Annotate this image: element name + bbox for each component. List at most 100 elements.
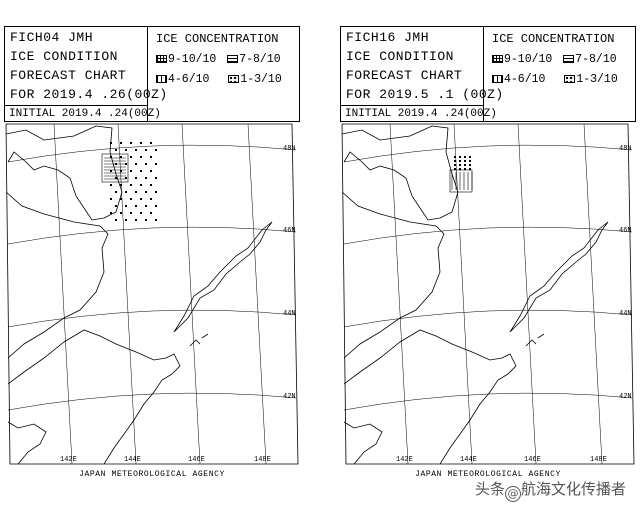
ice-dot: [125, 163, 127, 165]
ice-dot: [140, 212, 142, 214]
ice-dot: [459, 168, 461, 170]
longitude-line: [453, 123, 473, 465]
agency-label: JAPAN METEOROLOGICAL AGENCY: [79, 470, 225, 479]
map-frame: [341, 123, 635, 465]
watermark: 头条 @ 航海文化传播者: [474, 480, 626, 502]
ice-dot: [135, 205, 137, 207]
ice-dot: [464, 160, 466, 162]
longitude-line: [583, 123, 603, 465]
ice-dot: [459, 160, 461, 162]
longitude-label: 148E: [590, 456, 607, 464]
ice-dot: [454, 164, 456, 166]
ice-dot: [115, 219, 117, 221]
ice-dot: [150, 156, 152, 158]
chart-code: FICH04 JMH: [10, 30, 94, 45]
legend-row: 9-10/10 7-8/10: [156, 53, 285, 66]
longitude-label: 148E: [254, 456, 271, 464]
latitude-line: [343, 144, 633, 163]
horizontal-lines-pattern-icon: [563, 55, 575, 63]
latitude-label: 46N: [619, 227, 632, 235]
legend-item: 1-3/10: [564, 73, 618, 86]
dots-pattern-icon: [564, 75, 576, 83]
legend-item: 4-6/10: [492, 73, 545, 86]
vertical-lines-pattern-icon: [492, 75, 503, 83]
ice-dot: [145, 149, 147, 151]
latitude-label: 44N: [283, 310, 296, 318]
ice-dot: [115, 163, 117, 165]
ice-dot: [120, 170, 122, 172]
ice-dot: [130, 212, 132, 214]
latitude-line: [343, 226, 633, 245]
ice-dot: [130, 184, 132, 186]
coastline-islets: [189, 333, 209, 347]
grid-pattern-icon: [156, 55, 167, 63]
legend-item: 9-10/10: [156, 53, 216, 66]
horizontal-lines-pattern-icon: [227, 55, 239, 63]
chart-title-block: FICH16 JMH ICE CONDITION FORECAST CHART …: [341, 27, 503, 122]
longitude-line: [389, 123, 409, 465]
ice-area-outline: [449, 169, 473, 193]
coastline-islets: [525, 333, 545, 347]
legend-item: 1-3/10: [228, 73, 282, 86]
ice-dot: [125, 149, 127, 151]
chart-title-line1: ICE CONDITION: [10, 49, 118, 64]
legend-row: 9-10/10 7-8/10: [492, 53, 621, 66]
ice-dot: [469, 164, 471, 166]
map-frame: [5, 123, 299, 465]
coastline-sakhalin: [341, 125, 459, 359]
legend-title: ICE CONCENTRATION: [156, 32, 279, 46]
ice-dot: [135, 163, 137, 165]
vertical-lines-pattern-icon: [156, 75, 167, 83]
longitude-line: [53, 123, 73, 465]
ice-dot: [135, 191, 137, 193]
longitude-label: 146E: [524, 456, 541, 464]
latitude-label: 48N: [619, 145, 632, 153]
ice-dot: [150, 170, 152, 172]
ice-dot: [135, 177, 137, 179]
forecast-date: FOR 2019.5 .1 (00Z): [346, 87, 504, 102]
ice-dot: [110, 142, 112, 144]
initial-date: INITIAL 2019.4 .24(00Z): [5, 105, 161, 122]
ice-dot: [125, 191, 127, 193]
latitude-label: 44N: [619, 310, 632, 318]
ice-dot: [464, 164, 466, 166]
ice-dot: [150, 142, 152, 144]
dots-pattern-icon: [228, 75, 240, 83]
ice-dot: [459, 156, 461, 158]
longitude-label: 142E: [396, 456, 413, 464]
ice-dot: [454, 168, 456, 170]
ice-dot: [454, 156, 456, 158]
ice-dot: [120, 142, 122, 144]
ice-dot: [110, 184, 112, 186]
ice-dot: [125, 219, 127, 221]
legend: ICE CONCENTRATION 9-10/10 7-8/10 4-6/10 …: [148, 27, 299, 122]
ice-dot: [459, 164, 461, 166]
ice-dot: [115, 205, 117, 207]
ice-dot: [150, 184, 152, 186]
ice-dot: [140, 142, 142, 144]
latitude-label: 42N: [283, 393, 296, 401]
chart-title-line2: FORECAST CHART: [10, 68, 127, 83]
ice-dot: [145, 177, 147, 179]
ice-dot: [130, 198, 132, 200]
ice-dot: [135, 219, 137, 221]
latitude-line: [7, 309, 297, 328]
ice-dot: [110, 156, 112, 158]
coastline-sakhalin: [5, 125, 123, 359]
coastline-hokkaido: [343, 329, 517, 465]
legend-item: 7-8/10: [563, 53, 617, 66]
longitude-label: 144E: [124, 456, 141, 464]
ice-dot: [110, 170, 112, 172]
longitude-line: [247, 123, 267, 465]
ice-dot: [150, 198, 152, 200]
ice-map: 48N 46N 44N 42N 142E 144E 146E 148E: [4, 122, 300, 468]
ice-dot: [120, 212, 122, 214]
ice-dot: [155, 205, 157, 207]
chart-header: FICH16 JMH ICE CONDITION FORECAST CHART …: [340, 26, 636, 122]
ice-dot: [145, 163, 147, 165]
latitude-line: [7, 392, 297, 411]
ice-dot: [469, 168, 471, 170]
latitude-line: [343, 309, 633, 328]
coastline-kuril: [509, 221, 609, 333]
ice-dot: [115, 177, 117, 179]
